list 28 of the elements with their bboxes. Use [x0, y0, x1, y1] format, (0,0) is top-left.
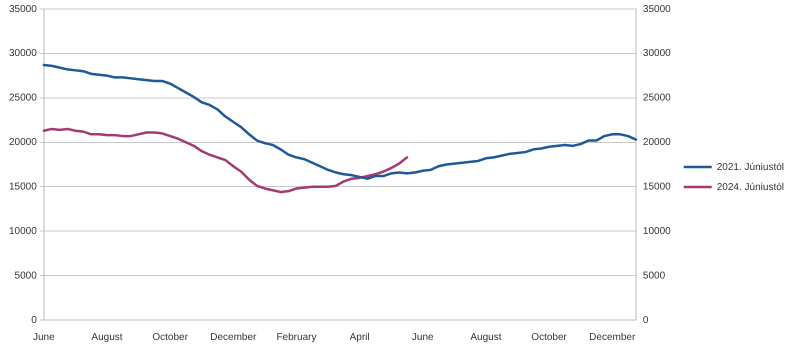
y2-tick-label: 0 [642, 314, 649, 326]
y-tick-label: 10000 [8, 226, 38, 237]
y-tick-label: 0 [31, 314, 38, 326]
x-tick-label: August [91, 332, 123, 343]
y2-tick-label: 20000 [642, 137, 672, 148]
x-tick-label: August [470, 332, 502, 343]
y2-tick-label: 30000 [642, 48, 672, 60]
y2-tick-label: 25000 [642, 92, 672, 104]
y-tick-label: 30000 [8, 48, 38, 60]
x-tick-label: April [350, 332, 370, 343]
y2-tick-label: 35000 [642, 4, 672, 15]
x-tick-label: October [152, 332, 189, 343]
y-tick-label: 5000 [14, 270, 38, 282]
y-tick-label: 15000 [8, 181, 38, 192]
y2-tick-label: 15000 [642, 181, 672, 192]
y-tick-label: 35000 [8, 4, 38, 15]
y2-tick-label: 10000 [642, 226, 672, 237]
y-tick-label: 20000 [8, 137, 38, 148]
x-tick-label: December [589, 332, 636, 343]
legend-label: 2024. Júniustól [716, 182, 784, 193]
x-tick-label: June [32, 332, 56, 343]
legend-label: 2021. Júniustól [716, 162, 784, 173]
x-tick-label: October [531, 332, 568, 343]
y-tick-label: 25000 [8, 92, 38, 104]
x-tick-label: June [412, 332, 434, 343]
y2-tick-label: 5000 [642, 270, 666, 282]
x-tick-label: December [210, 332, 258, 343]
x-tick-label: February [276, 332, 316, 343]
